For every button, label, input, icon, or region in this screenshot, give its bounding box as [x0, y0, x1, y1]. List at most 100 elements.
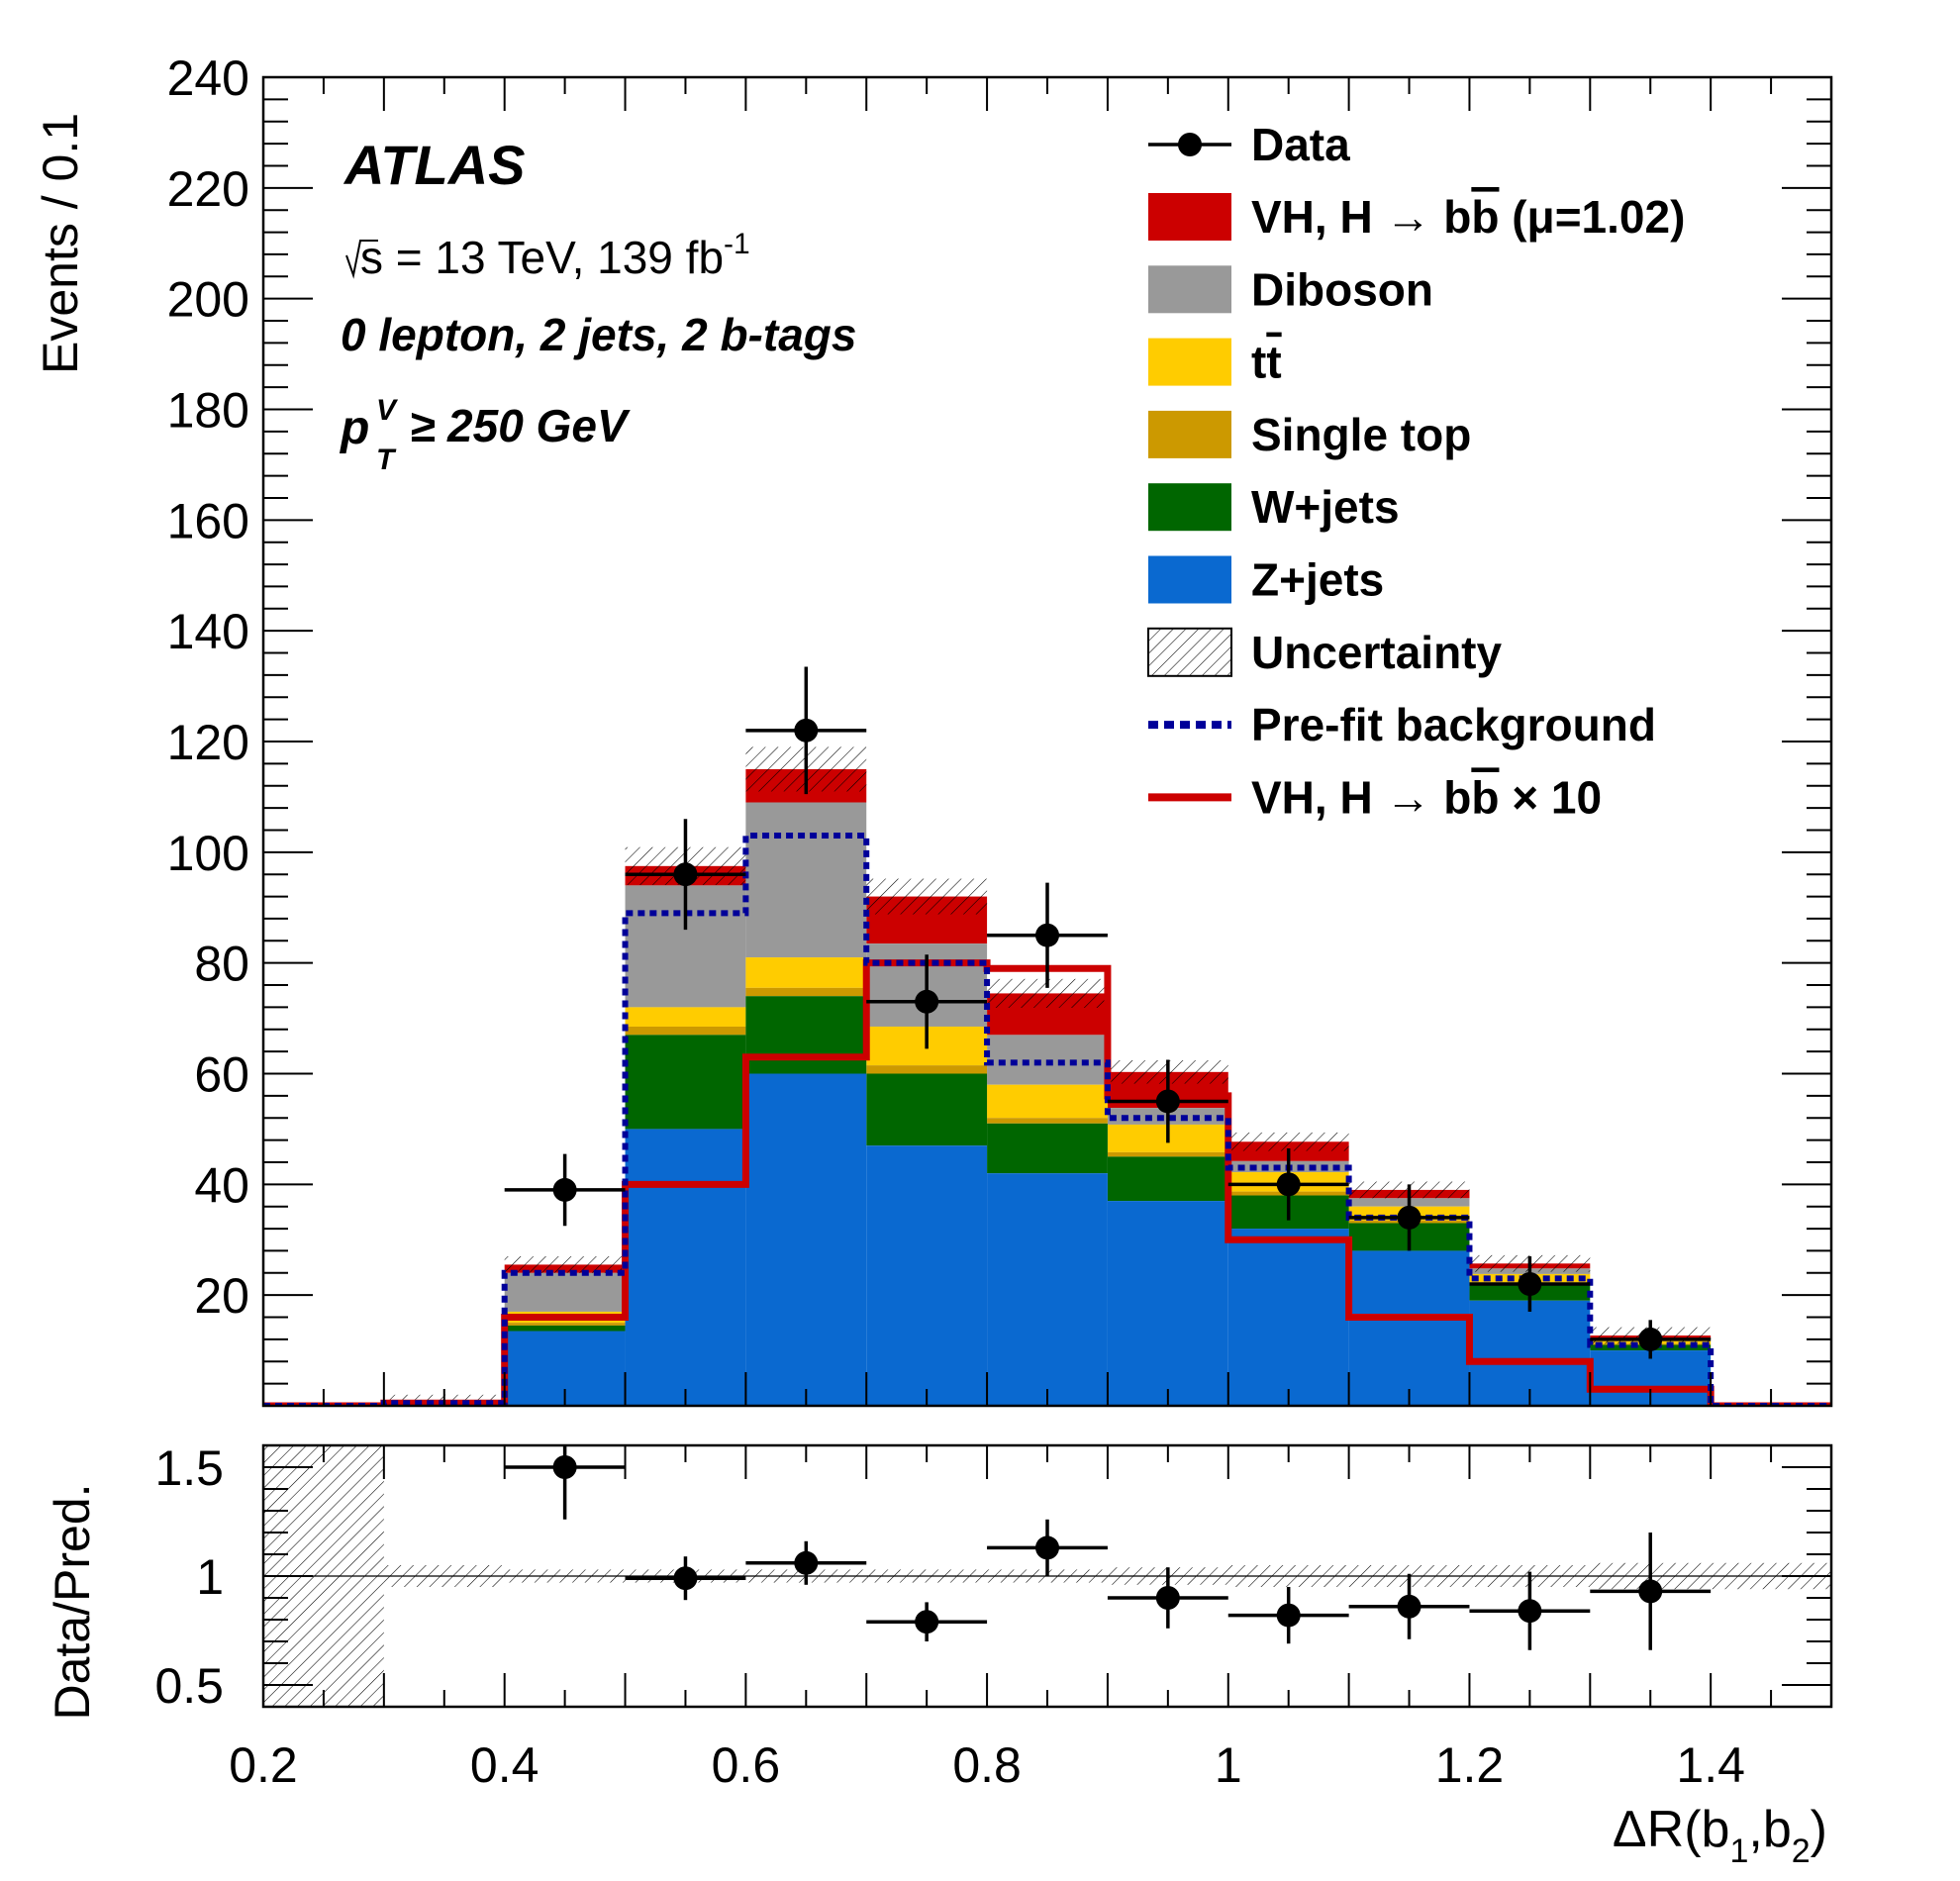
- pt-superscript: V: [376, 394, 399, 427]
- data-point: [1638, 1327, 1663, 1351]
- x-title-end: ): [1811, 1801, 1827, 1858]
- main-axis-ticks: [262, 76, 1832, 1407]
- ratio-y-tick-label: 0.5: [154, 1658, 224, 1714]
- legend-label: VH, H → bb (μ=1.02): [1251, 191, 1685, 243]
- y-tick-label: 40: [194, 1157, 249, 1213]
- ratio-y-tick-label: 1: [196, 1549, 224, 1605]
- pt-cut-label: p V T ≥ 250 GeV: [339, 394, 631, 476]
- stack-bar-single-top: [987, 1118, 1108, 1124]
- stack-bar-z-jets: [1469, 1300, 1591, 1406]
- data-point: [1035, 923, 1059, 947]
- x-tick-label: 1: [1215, 1737, 1242, 1793]
- legend-label-text: t: [1251, 337, 1266, 388]
- legend-swatch: [1148, 555, 1231, 604]
- legend-label: VH, H → bb × 10: [1251, 771, 1602, 823]
- energy-lumi-text: = 13 TeV, 139 fb: [383, 232, 724, 283]
- x-tick-label: 1.4: [1676, 1737, 1745, 1793]
- stack-bar-w-jets: [987, 1123, 1108, 1174]
- ratio-point: [552, 1455, 577, 1479]
- y-tick-label: 200: [167, 272, 249, 328]
- stack-bar-w-jets: [745, 996, 867, 1074]
- legend-label: Z+jets: [1251, 554, 1384, 606]
- stack-bar-single-top: [504, 1323, 626, 1326]
- x-title-mid: ,b: [1748, 1801, 1791, 1858]
- ratio-point: [794, 1550, 819, 1575]
- pt-symbol: p: [339, 402, 369, 454]
- selection-label: 0 lepton, 2 jets, 2 b-tags: [341, 309, 856, 360]
- legend-swatch: [1148, 338, 1231, 386]
- stack-bar-diboson: [504, 1272, 626, 1312]
- legend-label: Uncertainty: [1251, 627, 1502, 678]
- legend-label-text: VH, H → b: [1251, 191, 1471, 243]
- stack-bar-w-jets: [866, 1073, 988, 1146]
- x-tick-label: 0.6: [712, 1737, 781, 1793]
- stack-bar-tt: [625, 1007, 746, 1027]
- legend-swatch: [1148, 193, 1231, 241]
- stack-bar-z-jets: [866, 1145, 988, 1406]
- pt-cut-value: ≥ 250 GeV: [410, 400, 631, 451]
- uncertainty-band: [504, 1256, 626, 1273]
- legend-label-suffix: (μ=1.02): [1499, 191, 1685, 243]
- stack-bar-tt: [987, 1084, 1108, 1119]
- ratio-y-axis-title: Data/Pred.: [45, 1483, 100, 1720]
- legend-swatch: [1148, 410, 1231, 458]
- stack-bar-single-top: [745, 987, 867, 997]
- y-axis-title: Events / 0.1: [33, 113, 88, 374]
- ratio-point: [1276, 1603, 1301, 1628]
- y-tick-label: 120: [167, 715, 249, 770]
- uncertainty-band: [1227, 1132, 1349, 1151]
- data-point: [552, 1177, 577, 1202]
- legend-label: W+jets: [1251, 481, 1400, 533]
- ratio-point: [1035, 1535, 1059, 1560]
- legend-label-overline: b: [1471, 771, 1499, 823]
- legend-label: tt: [1251, 337, 1282, 388]
- legend-label: Diboson: [1251, 263, 1433, 315]
- x-title-sub2: 2: [1792, 1832, 1811, 1870]
- ratio-panel: 0.5 1 1.5 Data/Pred. 0.2 0.4 0.6 0.8 1 1.2 1.4 Δ…: [45, 1440, 1833, 1870]
- pt-subscript: T: [376, 444, 397, 476]
- stack-bar-tt: [745, 957, 867, 988]
- legend-label: Single top: [1251, 409, 1471, 460]
- legend-swatch: [1148, 265, 1231, 314]
- data-point: [1397, 1205, 1421, 1230]
- svg-text:s = 13 TeV, 139 fb-1: s = 13 TeV, 139 fb-1: [360, 228, 750, 283]
- energy-lumi-label: s = 13 TeV, 139 fb-1: [345, 228, 750, 283]
- y-tick-label: 180: [167, 383, 249, 439]
- x-tick-label: 0.4: [470, 1737, 539, 1793]
- stack-bar-z-jets: [987, 1173, 1108, 1406]
- stack-bar-z-jets: [1107, 1201, 1228, 1406]
- y-tick-label: 80: [194, 937, 249, 992]
- sqrt-argument: s: [360, 232, 383, 283]
- atlas-label: ATLAS: [343, 134, 526, 196]
- data-point: [915, 989, 939, 1014]
- ratio-point: [673, 1566, 698, 1591]
- stack-bar-z-jets: [1227, 1229, 1349, 1406]
- legend-data-marker: [1178, 133, 1202, 156]
- ratio-point: [1638, 1579, 1663, 1604]
- ratio-point: [915, 1610, 939, 1634]
- ratio-y-tick-labels: 0.5 1 1.5: [154, 1440, 224, 1714]
- main-panel: 20 40 60 80 100 120 140 160 180 200 220 240 Events …: [33, 50, 1833, 1408]
- stack-bar-z-jets: [745, 1073, 867, 1406]
- data-point: [1518, 1271, 1542, 1296]
- lumi-exponent: -1: [724, 228, 750, 260]
- ratio-point: [1397, 1594, 1421, 1619]
- legend-swatch-hatch: [1147, 627, 1232, 677]
- data-point: [1276, 1172, 1301, 1197]
- stack-bar-diboson: [745, 802, 867, 958]
- main-y-tick-labels: 20 40 60 80 100 120 140 160 180 200 220 240: [167, 50, 249, 1324]
- legend-label-data: Data: [1251, 119, 1350, 170]
- y-tick-label: 240: [167, 50, 249, 106]
- y-tick-label: 140: [167, 604, 249, 659]
- stack-bar-w-jets: [1107, 1156, 1228, 1202]
- uncertainty-band: [866, 878, 988, 915]
- sqrt-sign-icon: [345, 240, 378, 279]
- stack-bar-single-top: [866, 1065, 988, 1074]
- x-tick-label: 0.8: [952, 1737, 1022, 1793]
- data-point: [1155, 1089, 1180, 1114]
- x-tick-label: 0.2: [229, 1737, 298, 1793]
- y-tick-label: 160: [167, 493, 249, 548]
- stack-bar-w-jets: [504, 1325, 626, 1332]
